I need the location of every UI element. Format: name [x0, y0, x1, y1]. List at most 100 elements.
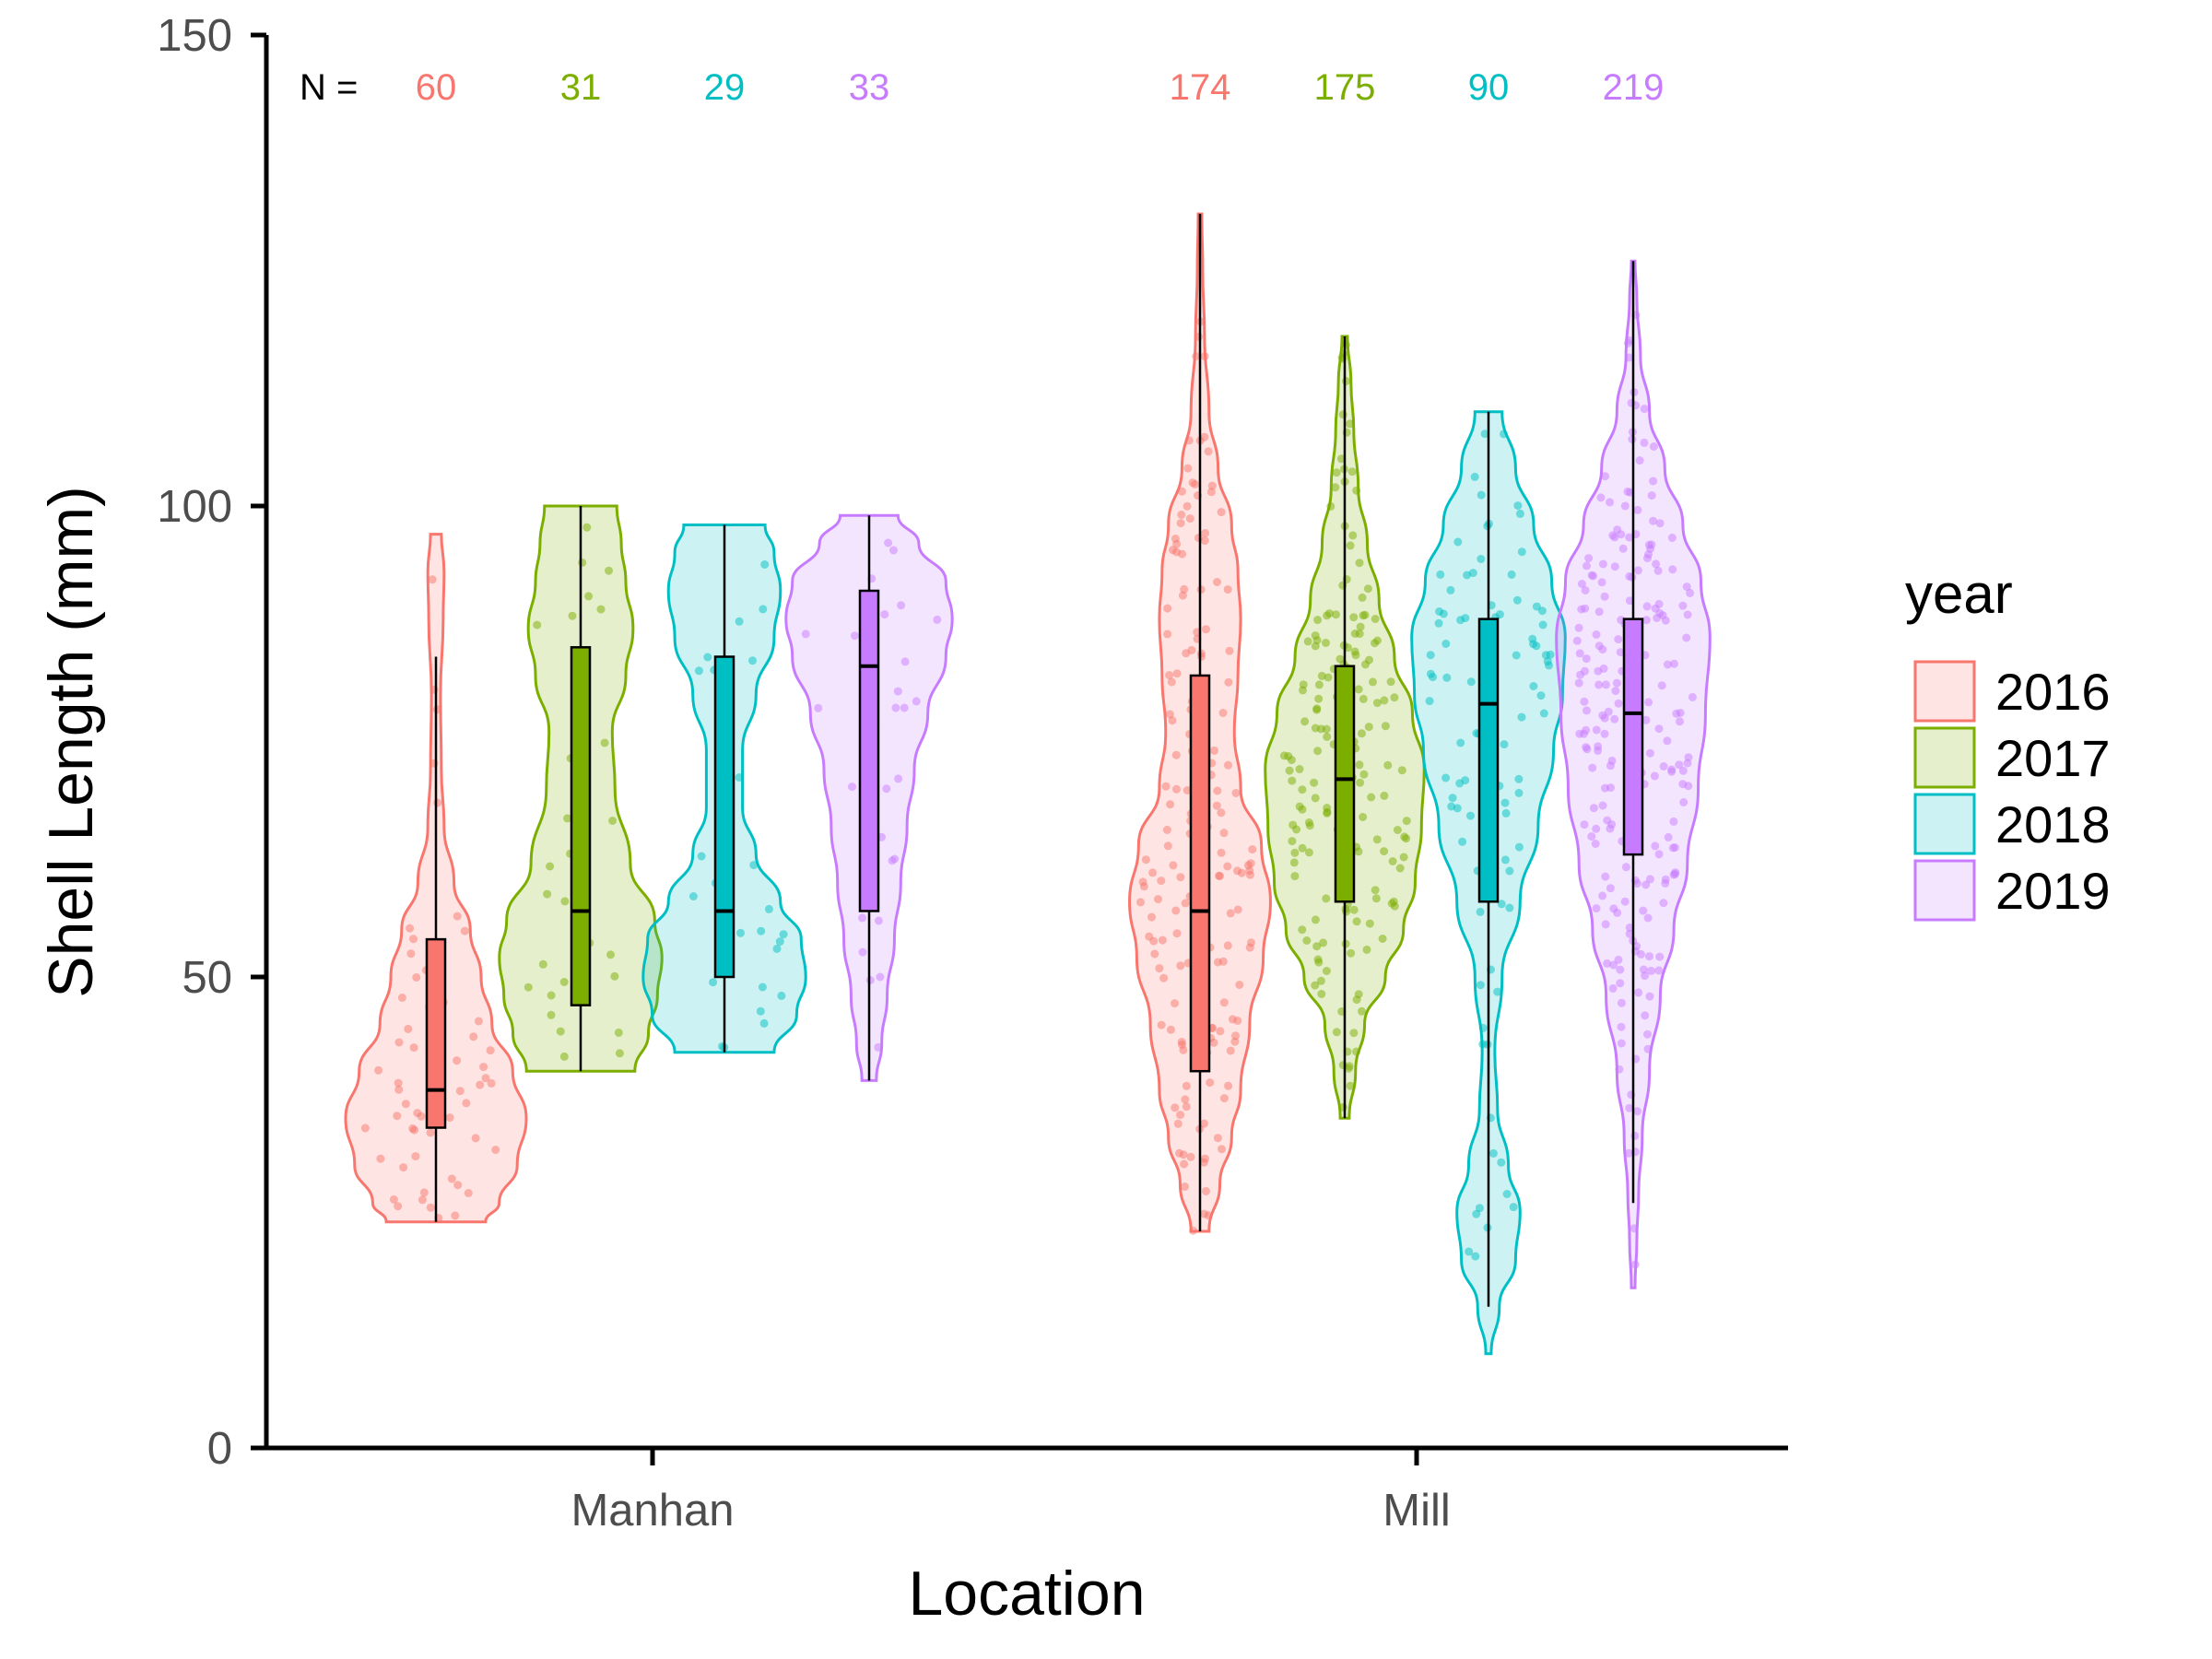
- data-point: [1596, 493, 1606, 502]
- data-point: [1157, 877, 1166, 886]
- data-point: [1606, 761, 1615, 771]
- data-point: [756, 1006, 765, 1016]
- data-point: [462, 1099, 471, 1108]
- data-point: [1161, 782, 1171, 791]
- data-point: [1354, 990, 1363, 999]
- data-point: [1172, 784, 1181, 794]
- data-point: [1311, 794, 1320, 803]
- data-point: [1678, 766, 1688, 775]
- data-point: [1517, 712, 1526, 722]
- data-point: [1177, 487, 1186, 496]
- data-point: [1248, 845, 1257, 854]
- data-point: [1606, 498, 1615, 507]
- data-point: [1647, 491, 1656, 500]
- data-point: [1181, 899, 1190, 908]
- n-prefix-label: N =: [300, 67, 358, 108]
- data-point: [1177, 511, 1186, 519]
- data-point: [1223, 585, 1232, 594]
- data-point: [1603, 816, 1612, 825]
- data-point: [876, 972, 885, 982]
- data-point: [1601, 472, 1610, 481]
- violin-mill-2017: [1264, 335, 1426, 1120]
- data-point: [1324, 673, 1333, 682]
- y-tick-label: 150: [157, 11, 232, 61]
- data-point: [1601, 680, 1610, 689]
- data-point: [547, 1010, 556, 1019]
- data-point: [1191, 480, 1200, 488]
- data-point: [1155, 964, 1164, 973]
- data-point: [453, 1056, 462, 1065]
- data-point: [1311, 724, 1320, 733]
- plot-area: [344, 212, 1712, 1356]
- data-point: [1663, 660, 1672, 669]
- data-point: [1163, 604, 1172, 613]
- data-point: [1633, 566, 1642, 575]
- data-point: [1163, 629, 1172, 639]
- data-point: [1157, 1020, 1166, 1030]
- data-point: [1322, 724, 1331, 734]
- data-point: [1204, 447, 1213, 456]
- data-point: [1202, 1186, 1210, 1195]
- legend-label-2017: 2017: [1995, 729, 2111, 787]
- data-point: [1653, 566, 1663, 575]
- data-point: [1224, 677, 1233, 687]
- data-point: [1598, 645, 1607, 654]
- data-point: [451, 1211, 460, 1220]
- data-point: [1305, 821, 1314, 830]
- data-point: [1618, 544, 1628, 553]
- data-point: [1216, 872, 1224, 880]
- data-point: [1509, 1203, 1518, 1212]
- data-point: [1517, 547, 1526, 557]
- data-point: [894, 774, 903, 783]
- data-point: [1583, 706, 1591, 715]
- data-point: [406, 949, 416, 959]
- data-point: [1630, 1224, 1639, 1233]
- data-point: [1141, 855, 1150, 865]
- violin-mill-2018: [1410, 410, 1567, 1356]
- data-point: [1206, 1078, 1215, 1088]
- data-point: [1644, 540, 1653, 549]
- data-point: [1678, 601, 1688, 610]
- data-point: [1200, 1209, 1209, 1218]
- data-point: [1177, 1038, 1186, 1046]
- data-point: [476, 1080, 485, 1089]
- data-point: [1500, 798, 1510, 807]
- data-point: [858, 947, 867, 957]
- data-point: [1461, 776, 1470, 785]
- data-point: [736, 928, 745, 937]
- data-point: [1653, 614, 1662, 622]
- data-point: [1179, 1150, 1188, 1159]
- data-point: [1172, 929, 1182, 938]
- data-point: [1182, 649, 1191, 658]
- data-point: [1614, 635, 1623, 644]
- data-point: [1447, 802, 1456, 811]
- data-point: [606, 950, 615, 959]
- data-point: [1352, 1047, 1361, 1056]
- data-point: [1378, 935, 1387, 943]
- data-point: [1609, 960, 1618, 970]
- data-point: [1587, 571, 1596, 580]
- data-point: [1625, 353, 1634, 362]
- data-point: [1359, 611, 1368, 620]
- data-point: [1166, 800, 1175, 809]
- data-point: [1645, 952, 1653, 961]
- data-point: [1355, 629, 1364, 639]
- data-point: [404, 1024, 413, 1033]
- data-point: [546, 862, 555, 871]
- data-point: [1645, 992, 1654, 1001]
- data-point: [563, 814, 572, 823]
- data-point: [1345, 1062, 1354, 1071]
- data-point: [1448, 794, 1457, 803]
- data-point: [1643, 1044, 1653, 1053]
- data-point: [1641, 616, 1651, 625]
- data-point: [1359, 770, 1369, 779]
- data-point: [1477, 490, 1486, 500]
- data-point: [1219, 998, 1229, 1007]
- data-point: [559, 978, 569, 986]
- data-point: [1196, 649, 1206, 658]
- data-point: [1594, 746, 1603, 755]
- data-point: [1201, 1154, 1209, 1163]
- data-point: [1609, 904, 1618, 913]
- n-label-mill-2016: 174: [1170, 67, 1231, 108]
- data-point: [1219, 829, 1229, 838]
